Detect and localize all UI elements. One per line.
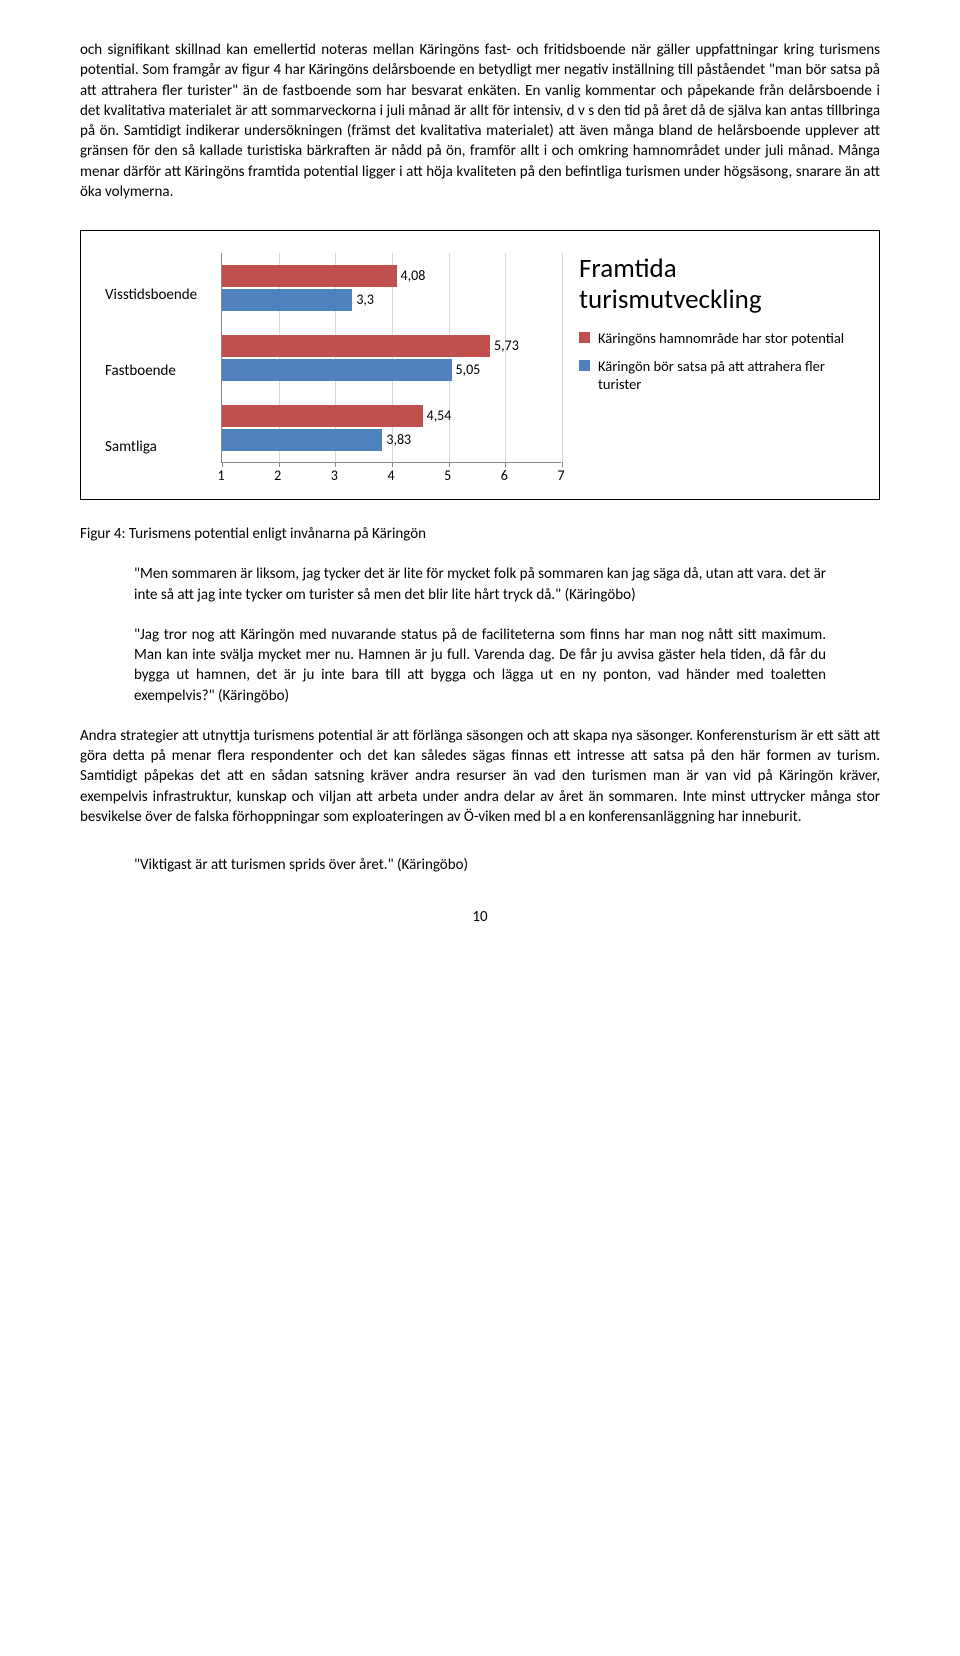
page-number: 10	[80, 907, 880, 927]
chart-plot-area: 4,08 3,3 5,73 5,05 4,54 3,83	[221, 253, 561, 463]
x-tick-label: 1	[217, 467, 224, 486]
cat-label-0: Visstidsboende	[105, 264, 215, 326]
chart-title: Framtida turismutveckling	[579, 253, 855, 315]
x-axis: 1234567	[221, 467, 561, 489]
bar-red	[222, 265, 397, 287]
cat-label-2: Samtliga	[105, 416, 215, 478]
bar-red	[222, 335, 490, 357]
chart-container: Visstidsboende Fastboende Samtliga 4,08 3…	[80, 230, 880, 500]
bar-red	[222, 405, 423, 427]
x-tick-label: 2	[274, 467, 281, 486]
body-paragraph-2: Andra strategier att utnyttja turismens …	[80, 726, 880, 827]
legend-item-1: Käringön bör satsa på att attrahera fler…	[579, 357, 855, 393]
x-tick-label: 3	[331, 467, 338, 486]
bar-blue	[222, 359, 452, 381]
legend-label-0: Käringöns hamnområde har stor potential	[598, 329, 844, 347]
quote-1: "Men sommaren är liksom, jag tycker det …	[134, 564, 826, 605]
x-tick-label: 4	[387, 467, 394, 486]
cat-label-1: Fastboende	[105, 340, 215, 402]
legend-swatch-1	[579, 360, 590, 371]
bar-value-label: 3,3	[356, 291, 374, 310]
quote-3: "Viktigast är att turismen sprids över å…	[134, 855, 826, 875]
figure-caption: Figur 4: Turismens potential enligt invå…	[80, 524, 880, 544]
x-tick-label: 7	[557, 467, 564, 486]
bar-blue	[222, 429, 382, 451]
x-tick-label: 5	[444, 467, 451, 486]
y-axis-labels: Visstidsboende Fastboende Samtliga	[105, 253, 215, 489]
bar-value-label: 4,54	[427, 407, 452, 426]
legend-label-1: Käringön bör satsa på att attrahera fler…	[598, 357, 855, 393]
quote-2: "Jag tror nog att Käringön med nuvarande…	[134, 625, 826, 706]
legend-item-0: Käringöns hamnområde har stor potential	[579, 329, 855, 347]
intro-paragraph: och signifikant skillnad kan emellertid …	[80, 40, 880, 202]
x-tick-label: 6	[501, 467, 508, 486]
bar-value-label: 3,83	[386, 431, 411, 450]
bar-value-label: 4,08	[401, 267, 426, 286]
bar-value-label: 5,73	[494, 337, 519, 356]
bar-value-label: 5,05	[456, 361, 481, 380]
legend-swatch-0	[579, 332, 590, 343]
bar-blue	[222, 289, 352, 311]
